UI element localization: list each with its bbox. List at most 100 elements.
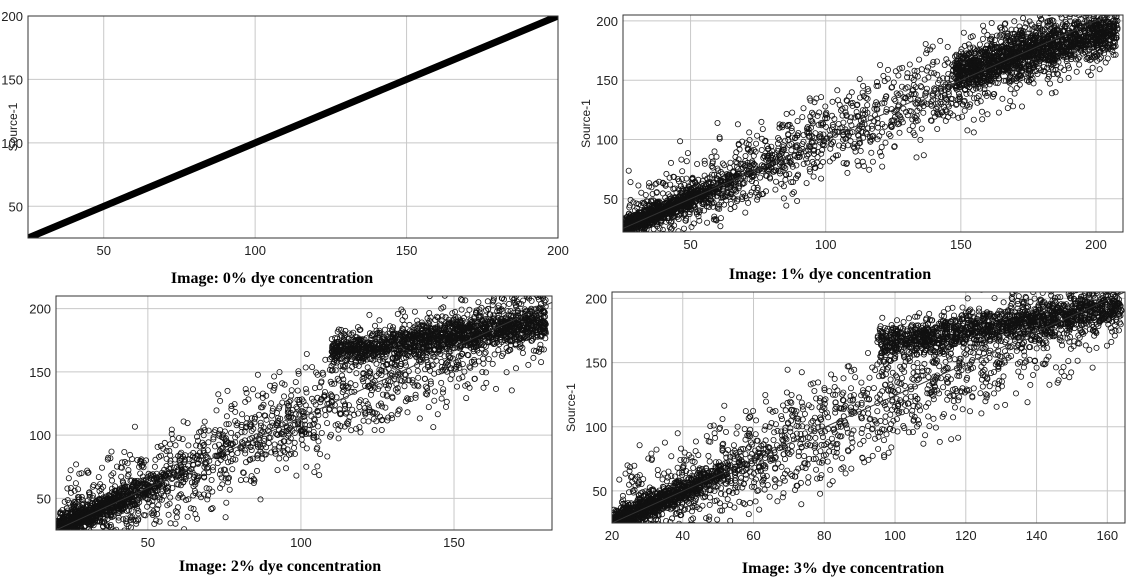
data-point: [668, 241, 673, 246]
data-point: [500, 350, 507, 357]
data-point: [1105, 0, 1110, 4]
data-point: [1108, 0, 1113, 3]
data-point: [844, 159, 851, 166]
data-point: [959, 51, 966, 58]
y-tick-label: 100: [596, 133, 618, 148]
data-point: [1009, 61, 1016, 68]
data-point: [942, 117, 949, 124]
data-point: [285, 426, 292, 433]
data-point: [650, 226, 657, 232]
data-point: [392, 386, 399, 393]
data-point: [906, 127, 913, 134]
data-point: [83, 551, 88, 556]
data-point: [889, 84, 896, 91]
data-point: [1015, 31, 1022, 38]
data-point: [912, 115, 919, 122]
data-point: [459, 361, 466, 368]
data-point: [421, 375, 428, 382]
data-point: [248, 427, 255, 434]
data-point: [699, 177, 706, 184]
data-point: [512, 290, 517, 295]
data-point: [934, 71, 941, 78]
data-point: [955, 114, 962, 121]
data-point: [343, 409, 350, 416]
data-point: [225, 459, 232, 466]
data-point: [1027, 68, 1034, 75]
data-point: [733, 149, 740, 156]
data-point: [976, 56, 983, 63]
data-point: [639, 265, 644, 270]
data-point: [340, 386, 347, 393]
data-point: [1106, 41, 1113, 48]
data-point: [186, 472, 193, 479]
data-point: [213, 407, 220, 414]
data-point: [873, 82, 880, 89]
data-point: [663, 238, 668, 243]
data-point: [251, 477, 258, 484]
data-point: [1059, 23, 1066, 30]
data-point: [650, 197, 657, 204]
y-tick-label: 100: [1, 136, 23, 151]
data-point: [970, 129, 977, 136]
y-tick-label: 50: [604, 192, 618, 207]
data-point: [678, 156, 685, 163]
data-point: [811, 135, 818, 142]
data-point: [693, 209, 700, 216]
data-point: [84, 552, 89, 557]
data-point: [291, 439, 298, 446]
data-point: [339, 372, 346, 379]
data-point: [1083, 15, 1089, 17]
data-point: [114, 463, 121, 470]
data-point: [628, 233, 633, 238]
data-point: [1038, 16, 1045, 23]
data-point: [431, 397, 438, 404]
data-point: [956, 93, 963, 100]
data-point: [1110, 51, 1117, 58]
data-point: [793, 175, 800, 182]
data-point: [505, 348, 512, 355]
data-point: [1105, 24, 1112, 31]
data-point: [445, 358, 452, 365]
data-point: [1019, 44, 1026, 51]
data-point: [846, 93, 853, 100]
data-point: [638, 202, 645, 209]
data-point: [892, 97, 899, 104]
data-point: [1046, 15, 1052, 17]
data-point: [274, 420, 281, 427]
data-point: [718, 194, 725, 201]
data-point: [894, 111, 901, 118]
data-point: [710, 199, 717, 206]
data-point: [655, 204, 662, 211]
data-point: [1008, 26, 1015, 33]
data-point: [333, 394, 340, 401]
data-point: [106, 548, 111, 553]
data-point: [107, 455, 114, 462]
data-point: [1110, 15, 1114, 16]
data-point: [455, 361, 462, 368]
data-point: [979, 116, 986, 123]
data-point: [1051, 27, 1058, 34]
data-point: [133, 520, 140, 527]
data-point: [100, 538, 105, 543]
panel-caption: Image: 1% dye concentration: [729, 266, 931, 283]
data-point: [1069, 9, 1074, 14]
data-point: [355, 410, 362, 417]
data-point: [1071, 40, 1078, 47]
data-point: [1115, 7, 1120, 12]
data-point: [953, 51, 960, 58]
data-point: [843, 160, 850, 167]
data-point: [734, 198, 741, 205]
data-point: [742, 193, 749, 200]
data-point: [200, 442, 207, 449]
data-point: [225, 475, 232, 482]
data-point: [864, 130, 871, 137]
y-tick-label: 200: [596, 14, 618, 29]
data-point: [217, 467, 224, 474]
data-point: [719, 160, 726, 167]
data-point: [271, 384, 278, 391]
data-point: [943, 56, 950, 63]
data-point: [689, 175, 696, 182]
data-point: [1077, 5, 1082, 10]
data-point: [766, 174, 773, 181]
